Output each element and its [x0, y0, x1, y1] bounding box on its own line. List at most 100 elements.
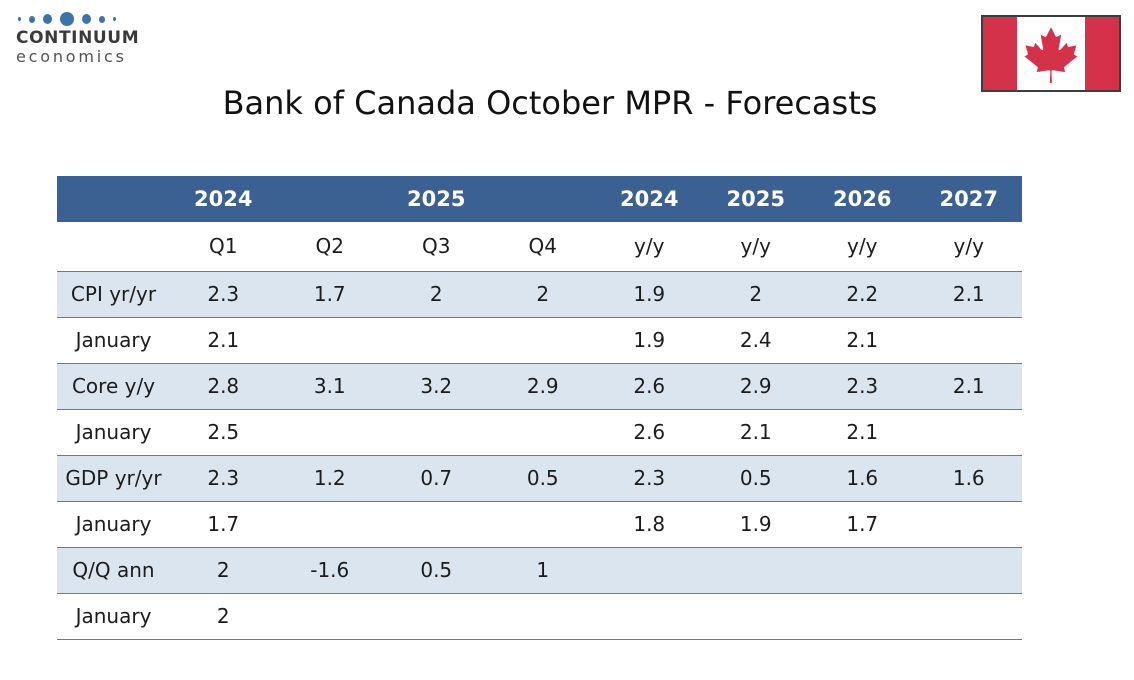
- logo-dot: [60, 12, 74, 26]
- table-cell: 1.9: [702, 500, 809, 547]
- table-cell: 2.1: [915, 362, 1022, 409]
- table-row: Core y/y 2.8 3.1 3.2 2.9 2.6 2.9 2.3 2.1: [57, 362, 1022, 409]
- table-cell: [383, 592, 490, 640]
- table-cell: 1.7: [170, 500, 277, 547]
- table-cell: 2.3: [170, 270, 277, 317]
- period-header-cell: Q2: [276, 222, 383, 271]
- period-header-cell: Q1: [170, 222, 277, 271]
- table-cell: 2: [170, 546, 277, 593]
- table-cell: 2.4: [702, 316, 809, 363]
- table-cell: [915, 500, 1022, 547]
- period-header-cell: y/y: [915, 222, 1022, 271]
- period-header-row: Q1 Q2 Q3 Q4 y/y y/y y/y y/y: [57, 222, 1022, 271]
- table-cell: 1.8: [596, 500, 703, 547]
- table-body: CPI yr/yr 2.3 1.7 2 2 1.9 2 2.2 2.1 January 2.1 1.9…: [57, 270, 1022, 640]
- table-cell: 1.9: [596, 270, 703, 317]
- table-row: January 2.5 2.6 2.1 2.1: [57, 408, 1022, 455]
- table-cell: 0.5: [489, 454, 596, 501]
- table-cell: [276, 408, 383, 455]
- row-label: January: [57, 316, 170, 363]
- table-row: Q/Q ann 2 -1.6 0.5 1: [57, 546, 1022, 593]
- table-cell: 2.6: [596, 362, 703, 409]
- table-cell: 2.1: [915, 270, 1022, 317]
- period-header-cell: y/y: [809, 222, 916, 271]
- logo-dot: [113, 17, 116, 21]
- table-cell: 2: [702, 270, 809, 317]
- year-header-cell: 2024: [170, 176, 277, 222]
- table-row: GDP yr/yr 2.3 1.2 0.7 0.5 2.3 0.5 1.6 1.6: [57, 454, 1022, 501]
- flag-right-bar: [1085, 17, 1119, 90]
- logo-dot: [43, 14, 52, 24]
- logo-dot: [29, 15, 35, 23]
- period-header-cell: [57, 222, 170, 271]
- table-cell: 2.9: [489, 362, 596, 409]
- table-cell: 2.3: [809, 362, 916, 409]
- table-cell: [489, 592, 596, 640]
- continuum-economics-logo: CONTINUUM economics: [16, 12, 139, 66]
- row-label: Core y/y: [57, 362, 170, 409]
- table-row: January 2.1 1.9 2.4 2.1: [57, 316, 1022, 363]
- table-cell: 2.6: [596, 408, 703, 455]
- table-cell: [489, 500, 596, 547]
- logo-dot: [82, 14, 91, 24]
- table-cell: 1.9: [596, 316, 703, 363]
- table-cell: [915, 546, 1022, 593]
- row-label: January: [57, 592, 170, 640]
- table-cell: [915, 408, 1022, 455]
- page-title: Bank of Canada October MPR - Forecasts: [222, 84, 878, 122]
- table-cell: 3.1: [276, 362, 383, 409]
- table-row: CPI yr/yr 2.3 1.7 2 2 1.9 2 2.2 2.1: [57, 270, 1022, 317]
- table-cell: [596, 592, 703, 640]
- table-head: 2024 2025 2024 2025 2026 2027 Q1 Q2 Q3 Q4 y/y y/y y…: [57, 176, 1022, 271]
- table-cell: 2.2: [809, 270, 916, 317]
- logo-dots-icon: [18, 12, 139, 26]
- year-header-cell: 2025: [702, 176, 809, 222]
- maple-leaf-icon: [1024, 26, 1078, 83]
- table-cell: [383, 316, 490, 363]
- table-cell: 2: [170, 592, 277, 640]
- logo-dot: [99, 15, 105, 23]
- table-cell: 0.5: [702, 454, 809, 501]
- table-cell: -1.6: [276, 546, 383, 593]
- table-cell: [809, 592, 916, 640]
- logo-subname: economics: [16, 46, 127, 66]
- table-cell: 2.9: [702, 362, 809, 409]
- table-cell: [276, 500, 383, 547]
- logo-dot: [18, 17, 21, 21]
- period-header-cell: y/y: [702, 222, 809, 271]
- table-cell: 1.7: [276, 270, 383, 317]
- table-cell: [596, 546, 703, 593]
- table-cell: 2.8: [170, 362, 277, 409]
- year-header-row: 2024 2025 2024 2025 2026 2027: [57, 176, 1022, 222]
- flag-center: [1017, 17, 1085, 90]
- period-header-cell: Q4: [489, 222, 596, 271]
- period-header-cell: Q3: [383, 222, 490, 271]
- row-label: CPI yr/yr: [57, 270, 170, 317]
- logo-name: CONTINUUM: [16, 28, 140, 48]
- table-cell: [702, 592, 809, 640]
- year-header-cell: 2024: [596, 176, 703, 222]
- row-label: GDP yr/yr: [57, 454, 170, 501]
- canada-flag-icon: [981, 15, 1121, 92]
- table-cell: [383, 500, 490, 547]
- forecast-table-container: 2024 2025 2024 2025 2026 2027 Q1 Q2 Q3 Q4 y/y y/y y…: [57, 176, 1022, 640]
- year-header-cell: [276, 176, 383, 222]
- year-header-cell: [489, 176, 596, 222]
- table-cell: [915, 316, 1022, 363]
- table-cell: [702, 546, 809, 593]
- table-cell: [915, 592, 1022, 640]
- table-cell: 1.2: [276, 454, 383, 501]
- table-cell: 2.5: [170, 408, 277, 455]
- table-cell: 0.5: [383, 546, 490, 593]
- table-cell: 1.7: [809, 500, 916, 547]
- table-cell: 2.1: [170, 316, 277, 363]
- table-cell: 2: [383, 270, 490, 317]
- year-header-cell: 2025: [383, 176, 490, 222]
- table-cell: 1.6: [915, 454, 1022, 501]
- table-cell: 2: [489, 270, 596, 317]
- table-cell: 0.7: [383, 454, 490, 501]
- year-header-cell: 2027: [915, 176, 1022, 222]
- year-header-cell: [57, 176, 170, 222]
- table-cell: [809, 546, 916, 593]
